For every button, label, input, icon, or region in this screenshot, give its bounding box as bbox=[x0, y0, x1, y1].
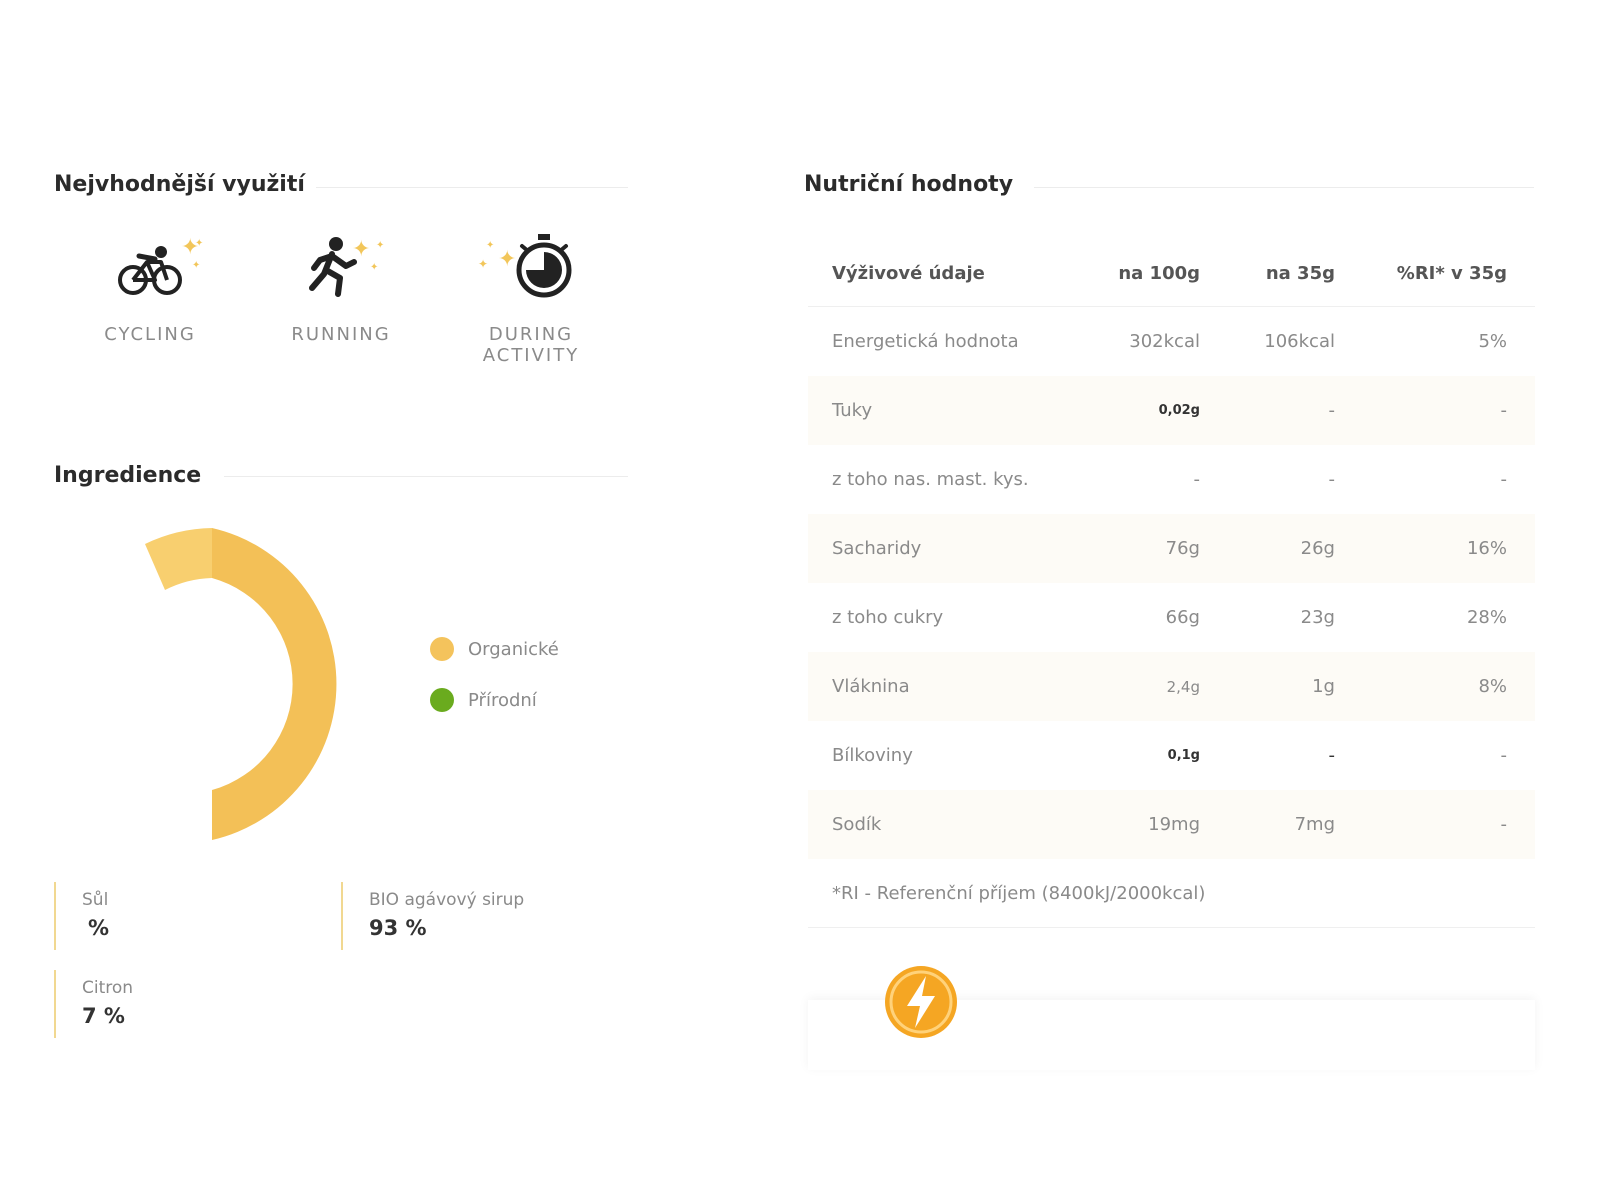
cell-ri-percent: - bbox=[1500, 400, 1508, 421]
ingredient-name: Citron bbox=[82, 978, 134, 998]
ingredients-title-rule bbox=[224, 476, 628, 477]
svg-text:✦: ✦ bbox=[195, 238, 203, 249]
stopwatch-icon: ✦ ✦ ✦ bbox=[478, 234, 572, 298]
cell-nutrient: z toho nas. mast. kys. bbox=[832, 469, 1029, 490]
usage-title-rule bbox=[316, 187, 628, 188]
donut-segment-minor bbox=[145, 528, 212, 590]
cell-ri-percent: 16% bbox=[1466, 538, 1507, 559]
ingredient-salt: Sůl % bbox=[54, 882, 109, 950]
cyclist-icon: ✦ ✦ ✦ bbox=[118, 235, 203, 295]
cell-nutrient: z toho cukry bbox=[832, 607, 944, 628]
cell-ri-percent: 8% bbox=[1478, 676, 1507, 697]
svg-text:✦: ✦ bbox=[486, 240, 494, 251]
table-row: Sodík 19mg 7mg - bbox=[808, 790, 1535, 859]
svg-text:✦: ✦ bbox=[478, 257, 488, 271]
legend-natural: Přírodní bbox=[430, 688, 537, 712]
ingredient-percent: 7 % bbox=[82, 1004, 125, 1028]
ingredients-title: Ingredience bbox=[54, 463, 202, 488]
nutrition-title: Nutriční hodnoty bbox=[804, 172, 1014, 197]
cell-per-35g: 26g bbox=[1300, 538, 1335, 559]
table-row: Sacharidy 76g 26g 16% bbox=[808, 514, 1535, 583]
cell-nutrient: Energetická hodnota bbox=[832, 331, 1019, 352]
ingredients-donut-chart bbox=[145, 528, 337, 840]
cell-per-35g: 7mg bbox=[1294, 814, 1335, 835]
legend-natural-label: Přírodní bbox=[468, 689, 537, 711]
cell-ri-percent: - bbox=[1500, 814, 1508, 835]
legend-organic: Organické bbox=[430, 637, 559, 661]
cell-nutrient: Sacharidy bbox=[832, 538, 922, 559]
cell-nutrient: Vláknina bbox=[832, 676, 910, 697]
table-row: Tuky 0,02g - - bbox=[808, 376, 1535, 445]
cell-ri-percent: - bbox=[1500, 745, 1508, 766]
cell-per-35g: 1g bbox=[1312, 676, 1335, 697]
table-row: Vláknina 2,4g 1g 8% bbox=[808, 652, 1535, 721]
cell-per-35g: - bbox=[1328, 400, 1336, 421]
table-row: z toho nas. mast. kys. - - - bbox=[808, 445, 1535, 514]
cell-ri-percent: 28% bbox=[1466, 607, 1507, 628]
cell-per-100g: 19mg bbox=[1148, 814, 1200, 835]
cell-per-35g: - bbox=[1328, 469, 1336, 490]
cell-per-100g: 2,4g bbox=[1166, 677, 1200, 696]
cell-ri-percent: 5% bbox=[1478, 331, 1507, 352]
energy-info-card bbox=[808, 966, 1535, 1070]
cell-ri-percent: - bbox=[1500, 469, 1508, 490]
header-ri-percent: %RI* v 35g bbox=[1396, 262, 1507, 284]
svg-text:✦: ✦ bbox=[376, 240, 384, 251]
runner-icon: ✦ ✦ ✦ bbox=[309, 237, 384, 297]
cell-per-100g: 0,02g bbox=[1158, 403, 1200, 418]
cell-per-35g: 23g bbox=[1300, 607, 1335, 628]
header-per-100g: na 100g bbox=[1118, 262, 1200, 284]
legend-organic-label: Organické bbox=[468, 638, 559, 660]
table-row: z toho cukry 66g 23g 28% bbox=[808, 583, 1535, 652]
ingredient-name: Sůl bbox=[82, 890, 109, 910]
nutrition-table: Výživové údaje na 100g na 35g %RI* v 35g… bbox=[808, 240, 1535, 928]
nutrition-footnote-row: *RI - Referenční příjem (8400kJ/2000kcal… bbox=[808, 859, 1535, 928]
lightning-icon bbox=[885, 966, 957, 1038]
ingredient-agave-syrup: BIO agávový sirup 93 % bbox=[341, 882, 524, 950]
svg-text:✦: ✦ bbox=[352, 237, 370, 262]
legend-organic-dot bbox=[430, 637, 454, 661]
cell-per-100g: 302kcal bbox=[1129, 331, 1200, 352]
header-nutrient: Výživové údaje bbox=[832, 262, 985, 284]
usage-item-during-activity: ✦ ✦ ✦ DURING ACTIVITY bbox=[441, 232, 621, 366]
svg-text:✦: ✦ bbox=[370, 262, 378, 273]
cell-nutrient: Sodík bbox=[832, 814, 882, 835]
usage-label-during-activity: DURING ACTIVITY bbox=[482, 324, 580, 366]
table-row: Bílkoviny 0,1g - - bbox=[808, 721, 1535, 790]
cell-per-100g: 0,1g bbox=[1167, 748, 1200, 763]
nutrition-title-rule bbox=[1034, 187, 1534, 188]
usage-item-running: ✦ ✦ ✦ RUNNING bbox=[251, 232, 431, 345]
ingredient-name: BIO agávový sirup bbox=[369, 890, 525, 910]
usage-title: Nejvhodnější využití bbox=[54, 172, 305, 197]
cell-per-35g: - bbox=[1328, 745, 1336, 766]
ingredient-percent: 93 % bbox=[369, 916, 427, 940]
svg-text:✦: ✦ bbox=[498, 247, 516, 272]
ingredient-percent: % bbox=[88, 916, 110, 940]
usage-label-cycling: CYCLING bbox=[104, 324, 196, 345]
ingredient-lemon: Citron 7 % bbox=[54, 970, 133, 1038]
cell-nutrient: Bílkoviny bbox=[832, 745, 913, 766]
table-row: Energetická hodnota 302kcal 106kcal 5% bbox=[808, 307, 1535, 376]
cell-per-100g: - bbox=[1193, 469, 1201, 490]
usage-item-cycling: ✦ ✦ ✦ CYCLING bbox=[60, 232, 240, 345]
svg-text:✦: ✦ bbox=[192, 260, 200, 271]
svg-text:✦: ✦ bbox=[181, 235, 199, 260]
cell-per-100g: 76g bbox=[1165, 538, 1200, 559]
nutrition-footnote: *RI - Referenční příjem (8400kJ/2000kcal… bbox=[832, 882, 1206, 904]
nutrition-table-header: Výživové údaje na 100g na 35g %RI* v 35g bbox=[808, 240, 1535, 307]
donut-segment-main bbox=[212, 528, 337, 840]
cell-nutrient: Tuky bbox=[832, 400, 873, 421]
usage-label-running: RUNNING bbox=[291, 324, 391, 345]
legend-natural-dot bbox=[430, 688, 454, 712]
cell-per-35g: 106kcal bbox=[1264, 331, 1335, 352]
cell-per-100g: 66g bbox=[1165, 607, 1200, 628]
header-per-35g: na 35g bbox=[1265, 262, 1335, 284]
